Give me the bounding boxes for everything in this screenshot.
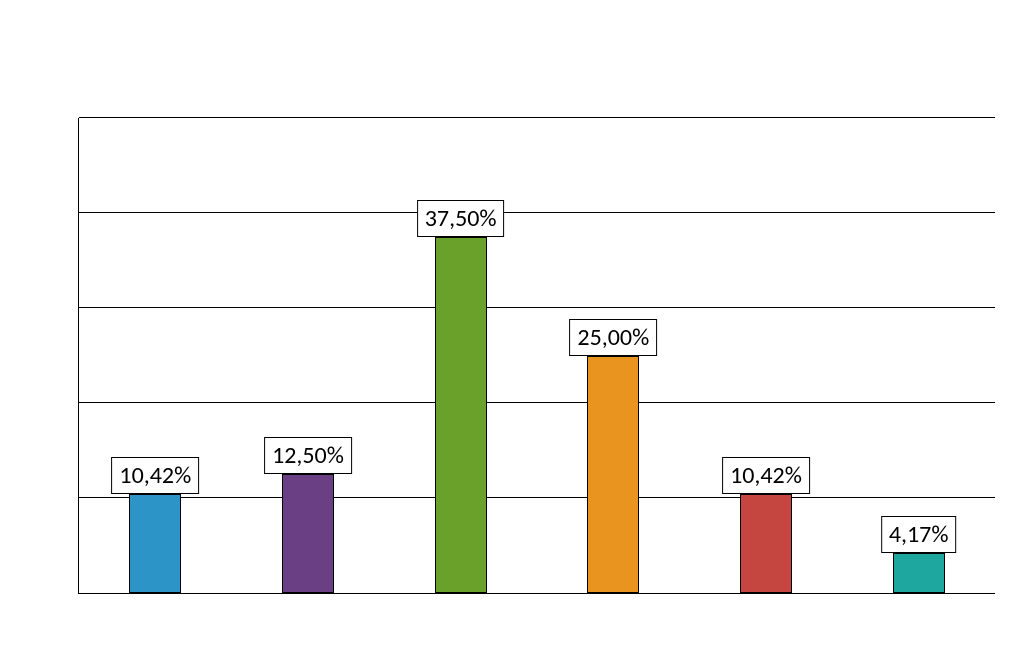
bar xyxy=(740,494,792,593)
bar-chart: 10,42% 12,50% 37,50% 25,00% 10,42% 4,17% xyxy=(0,0,1024,655)
bar-slot: 37,50% xyxy=(384,118,537,593)
bar-value-label: 10,42% xyxy=(111,457,199,494)
bar xyxy=(435,237,487,593)
plot-area: 10,42% 12,50% 37,50% 25,00% 10,42% 4,17% xyxy=(78,118,995,594)
bar-value-label: 4,17% xyxy=(881,516,957,553)
bar-value-label: 25,00% xyxy=(569,319,657,356)
bar-value-label: 37,50% xyxy=(417,200,505,237)
bar xyxy=(129,494,181,593)
bar-slot: 25,00% xyxy=(537,118,690,593)
bar-slot: 10,42% xyxy=(79,118,232,593)
bar xyxy=(893,553,945,593)
bar-slot: 4,17% xyxy=(842,118,995,593)
bar-value-label: 10,42% xyxy=(722,457,810,494)
bar-slot: 12,50% xyxy=(232,118,385,593)
bar-value-label: 12,50% xyxy=(264,437,352,474)
bar-slot: 10,42% xyxy=(690,118,843,593)
bar xyxy=(282,474,334,593)
bar xyxy=(587,356,639,594)
